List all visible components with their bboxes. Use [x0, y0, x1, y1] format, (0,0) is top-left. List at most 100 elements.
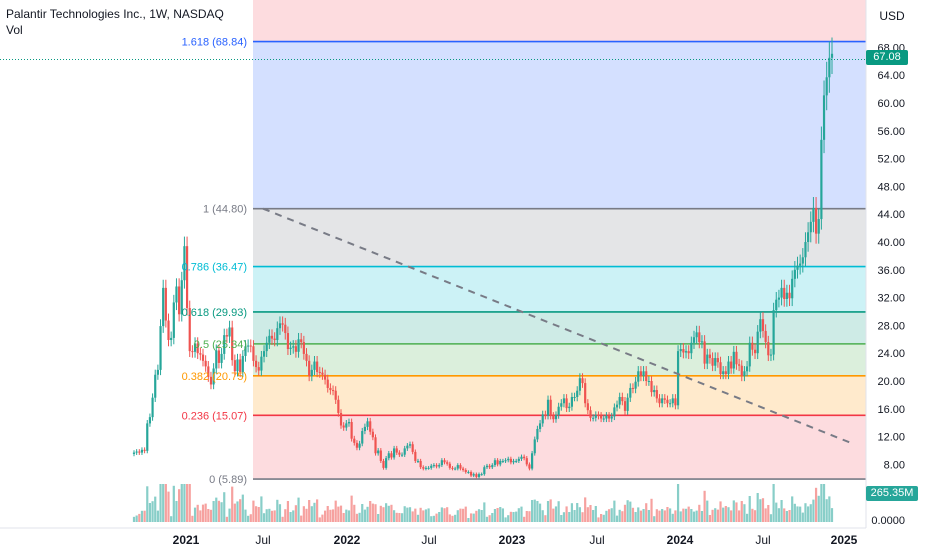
candle-body	[610, 416, 613, 419]
candle-body	[719, 362, 722, 375]
volume-bar	[432, 515, 436, 522]
candle-body	[212, 368, 215, 385]
candle-body	[546, 399, 550, 416]
candle-body	[398, 452, 401, 455]
volume-bar	[708, 515, 712, 522]
candle-body	[706, 354, 709, 364]
candle-body	[236, 359, 239, 372]
volume-bar	[695, 510, 698, 522]
volume-bar	[706, 500, 709, 522]
candle-body	[488, 465, 491, 468]
volume-bar	[493, 509, 497, 522]
candle-body	[639, 371, 643, 377]
volume-bar	[408, 507, 412, 522]
volume-bar	[369, 501, 372, 522]
candle-body	[207, 366, 210, 377]
fib-band-1	[253, 208, 866, 267]
volume-bar	[650, 498, 653, 522]
volume-bar	[448, 514, 451, 522]
candle-body	[695, 332, 698, 338]
candle-body	[313, 361, 316, 370]
candle-body	[507, 458, 510, 461]
volume-bar	[653, 516, 656, 522]
volume-bar	[273, 510, 276, 522]
candle-body	[225, 335, 228, 337]
candle-body	[427, 467, 430, 469]
candle-body	[509, 458, 512, 463]
candle-body	[515, 460, 518, 462]
volume-bar	[135, 515, 138, 522]
volume-bar	[268, 508, 271, 522]
volume-bar	[645, 503, 648, 522]
candle-body	[268, 335, 271, 343]
volume-bar	[424, 509, 428, 522]
candle-body	[809, 221, 812, 233]
candle-body	[525, 458, 528, 465]
candle-body	[796, 265, 799, 270]
candle-body	[204, 360, 207, 367]
volume-bar	[366, 506, 369, 522]
volume-bar	[228, 508, 231, 522]
candle-body	[679, 349, 682, 352]
candle-body	[244, 346, 247, 356]
candle-body	[780, 287, 783, 298]
candle-body	[684, 351, 688, 353]
volume-legend: Vol	[6, 23, 23, 37]
volume-bar	[297, 497, 300, 522]
candle-body	[560, 403, 563, 407]
candle-body	[323, 374, 327, 380]
volume-bar	[377, 514, 380, 522]
candle-body	[661, 398, 664, 404]
volume-bar	[151, 501, 154, 522]
candle-body	[621, 396, 624, 402]
candle-body	[329, 387, 332, 391]
candle-body	[812, 207, 815, 222]
volume-bar	[467, 518, 470, 522]
candle-body	[607, 415, 611, 419]
volume-bar	[233, 503, 236, 522]
volume-bar	[730, 510, 733, 522]
volume-bar	[504, 517, 507, 522]
volume-bar	[193, 507, 197, 522]
volume-bar	[711, 509, 714, 522]
volume-bar	[756, 493, 759, 522]
volume-bar	[347, 510, 351, 522]
volume-bar	[719, 501, 722, 522]
candle-body	[820, 139, 823, 220]
fib-band-0.786	[253, 266, 866, 312]
volume-bar	[201, 504, 205, 522]
candle-body	[440, 460, 443, 466]
volume-bar	[631, 507, 635, 522]
candle-body	[533, 439, 536, 454]
volume-bar	[159, 484, 162, 522]
volume-bar	[517, 508, 520, 522]
volume-bar	[355, 513, 359, 522]
candle-body	[751, 342, 754, 350]
candle-body	[690, 342, 693, 354]
volume-bar	[345, 509, 348, 522]
trend-line[interactable]	[262, 207, 853, 445]
candle-body	[544, 414, 547, 416]
volume-bar	[637, 507, 640, 522]
volume-bar	[812, 499, 815, 522]
candle-body	[345, 423, 348, 428]
volume-bar	[231, 486, 234, 522]
candle-body	[456, 465, 459, 469]
fib-label-1: 1 (44.80)	[203, 204, 247, 216]
volume-bar	[300, 515, 303, 522]
volume-bar	[188, 484, 191, 522]
volume-bar	[605, 510, 608, 522]
candle-body	[825, 77, 828, 96]
currency-selector[interactable]: USD	[879, 9, 905, 23]
candle-body	[589, 410, 592, 418]
volume-bar	[788, 510, 791, 522]
candle-body	[477, 474, 481, 477]
volume-bar	[318, 517, 321, 522]
candle-body	[164, 287, 167, 321]
candle-body	[708, 354, 712, 359]
volume-bar	[305, 508, 308, 522]
volume-bar	[154, 496, 157, 522]
volume-bar	[804, 503, 807, 522]
volume-bar	[382, 507, 385, 522]
